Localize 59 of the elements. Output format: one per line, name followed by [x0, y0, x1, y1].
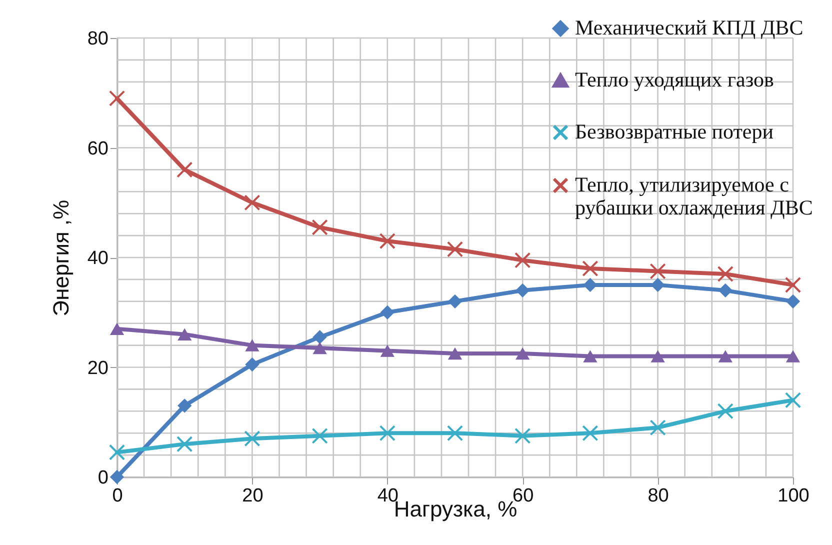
point: [514, 428, 531, 444]
legend-label: Тепло уходящих газов: [575, 68, 774, 92]
point: [786, 350, 800, 362]
x-tick-label: 100: [778, 486, 810, 506]
point: [583, 350, 598, 362]
x-tick-label: 80: [648, 486, 669, 506]
point: [379, 425, 396, 442]
point: [650, 420, 666, 436]
point: [786, 294, 800, 308]
legend-label: Механический КПД ДВС: [575, 16, 804, 40]
point: [784, 276, 802, 294]
point: [178, 328, 192, 340]
point: [582, 260, 598, 277]
point: [717, 403, 734, 420]
point: [108, 444, 126, 460]
point: [245, 339, 260, 352]
x-tick-label: 60: [512, 486, 534, 506]
point: [244, 194, 260, 211]
point: [380, 344, 394, 357]
point: [312, 342, 327, 354]
y-tick-label: 60: [87, 138, 108, 160]
point: [516, 283, 530, 298]
point: [312, 219, 328, 236]
point: [718, 283, 732, 298]
point: [784, 392, 802, 408]
point: [312, 428, 328, 444]
point: [245, 357, 260, 372]
point: [176, 436, 193, 452]
point: [718, 350, 732, 362]
y-tick-label: 80: [87, 28, 108, 50]
y-tick-label: 20: [87, 358, 108, 379]
legend-label: Безвозвратные потери: [575, 120, 774, 144]
point: [650, 350, 665, 362]
point: [516, 347, 530, 360]
point: [108, 90, 126, 106]
point: [446, 241, 464, 258]
y-tick-label: 0: [98, 468, 108, 488]
x-tick-label: 0: [112, 486, 123, 506]
x-tick-label: 20: [242, 486, 264, 506]
point: [448, 347, 462, 360]
point: [583, 278, 598, 292]
point: [110, 322, 124, 335]
point: [176, 162, 193, 178]
point: [717, 266, 734, 282]
point: [178, 398, 192, 413]
point: [380, 305, 394, 320]
y-axis-title: Энергия ,%: [48, 200, 74, 316]
point: [379, 232, 396, 250]
point: [650, 263, 666, 280]
point: [110, 470, 124, 484]
point: [514, 252, 531, 268]
point: [244, 430, 260, 447]
legend-label: Тепло, утилизируемое с рубашки охлаждения ДВС: [575, 172, 813, 220]
point: [650, 278, 665, 292]
point: [582, 425, 598, 442]
y-tick-label: 40: [87, 248, 108, 269]
point: [312, 330, 327, 344]
point: [448, 294, 462, 308]
point: [446, 425, 464, 442]
